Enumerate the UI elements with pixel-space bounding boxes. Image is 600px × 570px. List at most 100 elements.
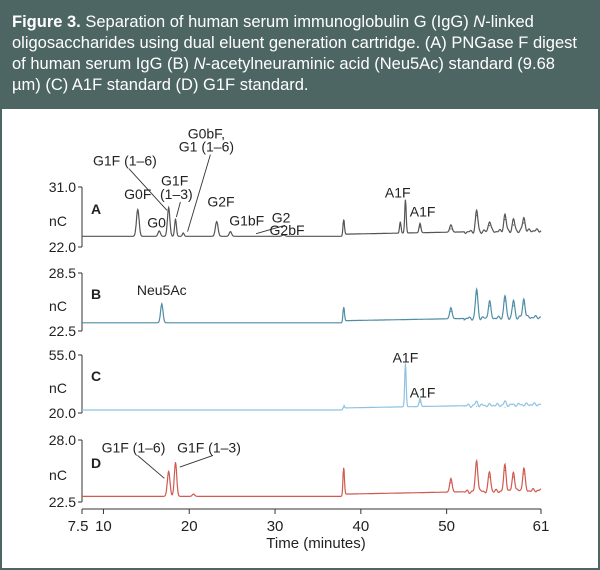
leader-line-D-1 xyxy=(179,454,214,468)
peak-label-D-0: G1F (1–6) xyxy=(102,439,166,455)
y-tick-label-bottom-A: 22.0 xyxy=(49,239,76,255)
peak-A-3 xyxy=(174,218,177,220)
peak-label-A-0: G1F (1–6) xyxy=(93,153,157,169)
x-axis-label: Time (minutes) xyxy=(266,535,365,552)
peak-B-6 xyxy=(512,305,515,307)
peak-label-A-11: A1F xyxy=(385,185,411,201)
peak-label-C-0: A1F xyxy=(393,349,419,365)
peak-D-5 xyxy=(476,464,478,466)
peak-D-0 xyxy=(168,470,170,473)
y-axis-label-C: nC xyxy=(49,380,67,396)
y-tick-label-top-A: 31.0 xyxy=(49,179,76,195)
peak-D-4 xyxy=(450,482,452,484)
peak-A-15 xyxy=(504,219,506,221)
peak-C-2 xyxy=(419,401,421,403)
peak-A-7 xyxy=(283,234,285,236)
peak-A-10 xyxy=(404,202,407,204)
trace-D xyxy=(82,458,542,497)
caption-text-2: -linked oligosaccharides using dual elue… xyxy=(12,13,577,73)
figure-caption: Figure 3. Separation of human serum immu… xyxy=(2,2,598,109)
x-tick-label-1: 10 xyxy=(95,518,112,535)
peak-D-2 xyxy=(192,493,195,495)
y-axis-label-A: nC xyxy=(49,213,67,229)
peak-label-B-0: Neu5Ac xyxy=(137,282,187,298)
peak-B-1 xyxy=(343,307,345,309)
peak-A-8 xyxy=(343,219,345,221)
peak-label-A-2: G1F xyxy=(161,173,188,189)
peak-label-D-1: G1F (1–3) xyxy=(177,439,241,455)
y-tick-label-bottom-C: 20.0 xyxy=(49,405,76,421)
peak-D-7 xyxy=(504,469,506,472)
caption-italic-2: N xyxy=(193,55,206,73)
trace-A xyxy=(82,199,542,237)
peak-label-A-1: G0F xyxy=(124,186,151,202)
y-axis-label-D: nC xyxy=(49,467,67,483)
peak-D-1 xyxy=(174,461,177,464)
x-tick-label-2: 20 xyxy=(181,518,198,535)
peak-C-0 xyxy=(343,406,345,408)
peak-C-4 xyxy=(504,406,506,408)
y-axis-label-B: nC xyxy=(49,298,67,314)
peak-A-17 xyxy=(523,222,525,224)
x-tick-label-5: 50 xyxy=(438,518,455,535)
peak-A-4 xyxy=(182,232,184,234)
peak-A-6 xyxy=(229,231,232,233)
caption-italic-1: N xyxy=(473,13,486,31)
leader-line-A-3 xyxy=(175,201,181,218)
leader-line-A-0 xyxy=(128,168,168,211)
panel-label-C: C xyxy=(91,368,101,384)
peak-A-0 xyxy=(137,209,139,211)
peak-label-C-1: A1F xyxy=(410,384,436,400)
peak-B-0 xyxy=(161,303,163,305)
peak-label-A-6: G1 (1–6) xyxy=(179,139,234,155)
peak-D-6 xyxy=(488,476,491,478)
caption-text-1: Separation of human serum immunoglobulin… xyxy=(85,13,474,31)
peak-B-3 xyxy=(476,293,478,295)
peak-A-13 xyxy=(476,215,478,217)
leader-line-A-6 xyxy=(187,154,211,232)
trace-C xyxy=(82,363,542,411)
peak-A-14 xyxy=(488,225,491,227)
x-tick-label-0: 7.5 xyxy=(68,518,89,535)
peak-label-A-12: A1F xyxy=(410,203,436,219)
trace-B xyxy=(82,286,541,324)
peak-A-12 xyxy=(450,228,452,230)
x-tick-label-6: 61 xyxy=(533,518,550,535)
caption-text-3: -acetylneuraminic acid (Neu5Ac) standard… xyxy=(12,55,555,94)
peak-A-5 xyxy=(216,221,218,223)
peak-label-A-3: (1–3) xyxy=(160,186,193,202)
peak-D-3 xyxy=(343,467,345,469)
peak-label-A-4: G0 xyxy=(147,215,166,231)
peak-C-1 xyxy=(404,366,407,368)
panel-label-A: A xyxy=(91,201,101,217)
peak-A-16 xyxy=(512,224,515,226)
peak-label-A-8: G1bF xyxy=(229,213,264,229)
peak-D-9 xyxy=(523,473,525,475)
peak-B-2 xyxy=(450,311,452,313)
peak-A-11 xyxy=(419,226,421,228)
peak-D-8 xyxy=(512,476,515,478)
peak-A-1 xyxy=(158,230,160,232)
peak-C-3 xyxy=(476,405,478,407)
y-tick-label-bottom-B: 22.5 xyxy=(49,323,76,339)
y-tick-label-bottom-D: 22.5 xyxy=(49,494,76,510)
caption-label: Figure 3. xyxy=(12,13,81,31)
panel-label-B: B xyxy=(91,286,101,302)
y-tick-label-top-B: 28.5 xyxy=(49,265,76,281)
peak-B-5 xyxy=(504,300,506,302)
leader-line-A-9 xyxy=(256,224,286,235)
peak-A-9 xyxy=(399,224,401,226)
y-tick-label-top-D: 28.0 xyxy=(49,432,76,448)
leader-line-D-0 xyxy=(137,455,165,479)
peak-label-A-9: G2 xyxy=(272,209,291,225)
peak-B-7 xyxy=(523,303,525,305)
peak-A-2 xyxy=(168,207,170,209)
y-tick-label-top-C: 55.0 xyxy=(49,347,76,363)
x-tick-label-3: 30 xyxy=(267,518,284,535)
panel-label-D: D xyxy=(91,455,101,471)
x-tick-label-4: 40 xyxy=(352,518,369,535)
peak-label-A-10: G2bF xyxy=(270,222,305,238)
peak-label-A-7: G2F xyxy=(207,193,234,209)
